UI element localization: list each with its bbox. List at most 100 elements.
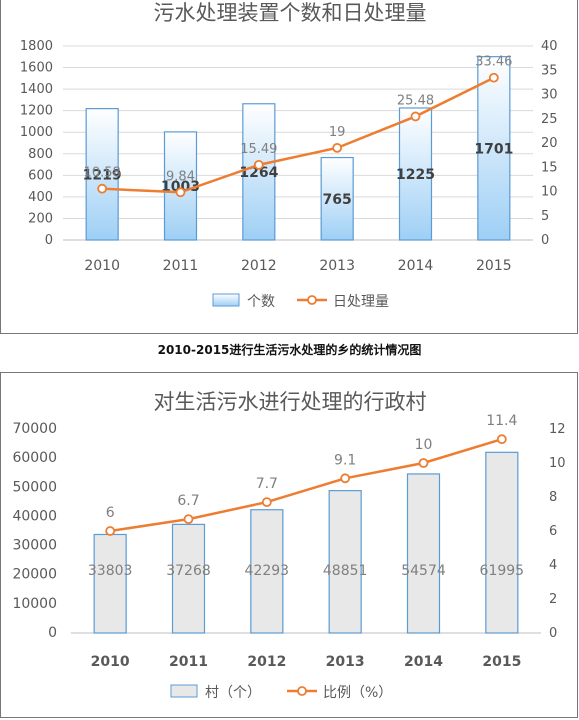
line-point: [175, 187, 186, 198]
y-right-tick-label: 0: [549, 626, 557, 641]
legend-bar-label: 村（个）: [205, 685, 261, 701]
bar: [163, 131, 198, 241]
line-point: [332, 142, 343, 153]
series-line: [109, 438, 503, 533]
x-tick-label: 2015: [482, 654, 521, 670]
y-left-tick-label: 60000: [12, 450, 57, 466]
y-right-tick-label: 35: [541, 63, 558, 78]
line-data-label: 11.4: [486, 413, 517, 429]
line-data-label: 10: [415, 437, 433, 453]
y-left-tick-label: 1200: [20, 104, 53, 119]
y-right-tick-label: 2: [549, 592, 557, 607]
y-left-tick-label: 0: [45, 233, 53, 248]
line-data-label: 15.49: [240, 142, 277, 157]
y-right-tick-label: 10: [541, 185, 558, 200]
y-right-tick-label: 8: [549, 490, 557, 505]
y-left-tick-label: 0: [48, 625, 57, 641]
line-data-label: 6: [106, 505, 115, 521]
legend-bar-swatch: [170, 684, 198, 698]
legend-line-marker: [307, 295, 317, 305]
y-right-tick-label: 20: [541, 136, 558, 151]
series-line: [102, 76, 495, 194]
bar: [93, 533, 127, 634]
line-data-label: 9.84: [166, 169, 195, 184]
x-tick-label: 2014: [404, 654, 443, 670]
x-tick-label: 2013: [326, 654, 365, 670]
line-point: [418, 458, 429, 468]
y-right-tick-label: 25: [541, 112, 558, 127]
y-right-tick-label: 6: [549, 524, 557, 539]
line-data-label: 9.1: [334, 452, 356, 468]
y-left-tick-label: 600: [28, 168, 53, 183]
bar: [477, 56, 511, 241]
bar-data-label: 37268: [166, 563, 211, 579]
y-left-tick-label: 1400: [20, 82, 53, 97]
line-point: [340, 473, 351, 484]
x-tick-label: 2011: [163, 258, 199, 274]
line-point: [183, 514, 194, 525]
x-tick-label: 2011: [169, 654, 208, 670]
line-point: [410, 111, 421, 122]
chart-panel-villages: 对生活污水进行处理的行政村 0 10000 20000 30000 40000 50000 6…: [0, 372, 578, 718]
line-point: [496, 434, 507, 445]
x-tick-label: 2010: [91, 654, 130, 670]
bar: [250, 509, 284, 634]
chart-svg-villages: 对生活污水进行处理的行政村 0 10000 20000 30000 40000 50000 6…: [12, 390, 566, 701]
bar: [171, 523, 206, 634]
bar-data-label: 48851: [323, 563, 368, 579]
bar-data-label: 42293: [245, 563, 290, 579]
bar: [328, 490, 362, 634]
line-point: [261, 497, 272, 508]
x-tick-label: 2012: [241, 258, 277, 274]
figure-caption: 2010-2015进行生活污水处理的乡的统计情况图: [157, 343, 422, 357]
bar: [406, 473, 441, 634]
bar: [398, 107, 433, 241]
line-data-label: 19: [329, 125, 346, 140]
line-data-label: 6.7: [177, 493, 199, 509]
y-left-tick-label: 1000: [20, 125, 53, 140]
line-point: [97, 183, 108, 194]
y-left-tick-label: 1600: [20, 61, 53, 76]
line-data-label: 10.58: [84, 166, 121, 181]
bar-data-label: 54574: [401, 563, 446, 579]
legend-line-marker: [297, 686, 307, 696]
y-right-tick-label: 10: [549, 456, 566, 471]
chart-svg-sewage-devices: 污水处理装置个数和日处理量020040060080010001200140016…: [20, 1, 558, 310]
line-point: [105, 526, 116, 536]
x-tick-label: 2012: [247, 654, 286, 670]
y-left-tick-label: 800: [28, 147, 53, 162]
x-tick-label: 2014: [398, 258, 434, 274]
x-tick-label: 2015: [476, 258, 512, 274]
bar-data-label: 1219: [83, 167, 122, 183]
y-left-tick-label: 40000: [12, 508, 57, 524]
bar-data-label: 765: [323, 192, 352, 208]
bar: [85, 108, 119, 241]
y-left-tick-label: 70000: [12, 421, 57, 437]
legend-line-label: 日处理量: [333, 294, 389, 310]
x-tick-label: 2013: [319, 258, 355, 274]
y-right-tick-label: 0: [541, 233, 549, 248]
bar-data-label: 1701: [474, 141, 513, 157]
y-right-tick-label: 12: [549, 422, 566, 437]
y-right-tick-label: 15: [541, 160, 558, 175]
y-right-tick-label: 30: [541, 88, 558, 103]
y-left-tick-label: 20000: [12, 567, 57, 583]
bar-data-label: 33803: [88, 563, 133, 579]
y-left-tick-label: 1800: [20, 39, 53, 54]
bar-data-label: 1225: [396, 167, 435, 183]
y-left-tick-label: 200: [28, 211, 53, 226]
bar: [485, 451, 519, 634]
legend-bar-swatch: [212, 293, 240, 307]
y-left-tick-label: 50000: [12, 479, 57, 495]
chart-panel-sewage-devices: 污水处理装置个数和日处理量 0 200 400 600 800 1000 1200 1400 16…: [0, 0, 578, 334]
line-point: [253, 159, 264, 170]
y-right-tick-label: 40: [541, 39, 558, 54]
line-point: [488, 72, 499, 83]
chart-title: 污水处理装置个数和日处理量: [154, 1, 427, 25]
y-right-tick-label: 4: [549, 558, 557, 573]
line-data-label: 25.48: [397, 93, 434, 108]
y-left-tick-label: 30000: [12, 538, 57, 554]
line-data-label: 7.7: [256, 476, 278, 492]
legend-bar-label: 个数: [247, 294, 275, 310]
bar: [320, 156, 354, 241]
